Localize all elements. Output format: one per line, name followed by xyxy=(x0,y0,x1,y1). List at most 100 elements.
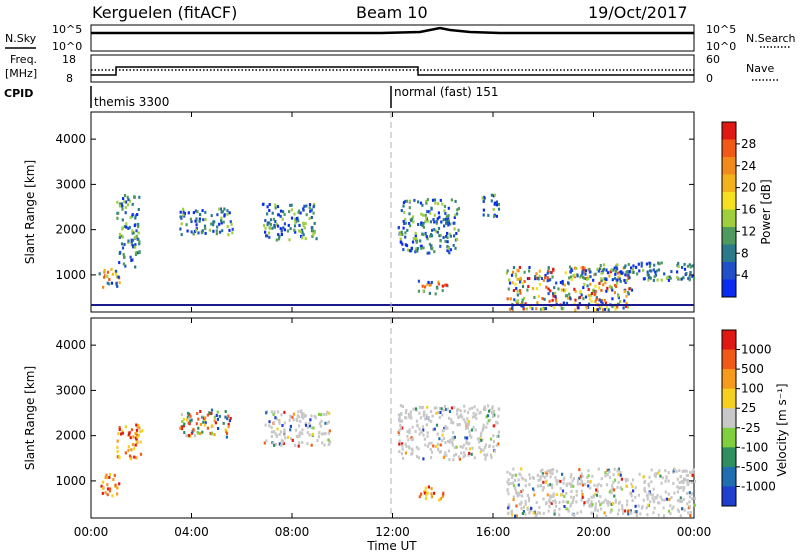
power-echo-cell xyxy=(212,220,215,224)
power-echo-cell xyxy=(309,209,312,213)
velocity-echo-cell xyxy=(515,491,518,495)
power-echo-cell xyxy=(417,289,420,293)
power-echo-cell xyxy=(497,207,501,211)
velocity-echo-cell xyxy=(277,410,280,414)
power-echo-cell xyxy=(276,205,280,209)
velocity-echo-cell xyxy=(514,473,518,477)
power-echo-cell xyxy=(438,215,441,219)
power-echo-cell xyxy=(440,220,443,224)
power-echo-cell xyxy=(574,289,577,293)
velocity-echo-cell xyxy=(283,428,286,432)
velocity-echo-cell xyxy=(214,421,217,425)
power-echo-cell xyxy=(594,272,597,276)
power-echo-cell xyxy=(590,292,593,295)
velocity-echo-cell xyxy=(447,416,451,420)
power-echo-cell xyxy=(455,237,459,241)
power-echo-cell xyxy=(600,278,603,282)
power-echo-cell xyxy=(516,289,519,293)
power-echo-cell xyxy=(130,238,133,242)
velocity-echo-cell xyxy=(430,456,433,460)
power-echo-cell xyxy=(286,229,289,233)
velocity-echo-cell xyxy=(418,432,421,436)
power-echo-cell xyxy=(445,235,448,238)
power-colorbar-segment xyxy=(722,244,736,263)
power-echo-cell xyxy=(527,285,530,288)
velocity-echo-cell xyxy=(452,458,455,462)
power-echo-cell xyxy=(308,206,311,210)
velocity-echo-cell xyxy=(228,419,231,423)
power-echo-cell xyxy=(588,270,591,274)
velocity-echo-cell xyxy=(589,486,592,490)
power-echo-cell xyxy=(226,212,229,216)
power-colorbar-label: Power [dB] xyxy=(759,179,773,244)
power-echo-cell xyxy=(116,275,119,279)
power-echo-cell xyxy=(221,209,224,213)
power-echo-cell xyxy=(677,265,680,268)
velocity-echo-cell xyxy=(551,468,555,472)
velocity-echo-cell xyxy=(114,483,117,487)
power-echo-cell xyxy=(660,278,663,282)
power-echo-cell xyxy=(536,301,539,305)
power-echo-cell xyxy=(183,212,186,215)
velocity-echo-cell xyxy=(660,498,664,502)
velocity-echo-cell xyxy=(521,494,524,498)
velocity-echo-cell xyxy=(135,430,139,434)
velocity-echo-cell xyxy=(409,410,412,414)
velocity-echo-cell xyxy=(322,412,325,416)
velocity-echo-cell xyxy=(273,420,276,424)
power-echo-cell xyxy=(137,238,140,241)
velocity-echo-cell xyxy=(194,434,197,438)
velocity-echo-cell xyxy=(411,438,414,442)
velocity-echo-cell xyxy=(473,414,476,418)
velocity-echo-cell xyxy=(634,504,637,508)
power-echo-cell xyxy=(652,278,655,282)
velocity-echo-cell xyxy=(685,469,688,473)
velocity-echo-cell xyxy=(424,486,427,490)
velocity-echo-cell xyxy=(297,444,300,448)
velocity-echo-cell xyxy=(631,499,634,502)
cpid-label: CPID xyxy=(4,87,33,100)
velocity-echo-cell xyxy=(671,507,674,511)
power-echo-cell xyxy=(103,275,106,279)
power-colorbar-segment xyxy=(722,139,736,158)
power-echo-cell xyxy=(638,269,641,273)
velocity-echo-cell xyxy=(202,416,206,420)
velocity-echo-cell xyxy=(473,456,476,460)
velocity-echo-cell xyxy=(397,430,400,434)
velocity-echo-cell xyxy=(292,412,296,416)
velocity-echo-cell xyxy=(654,496,657,500)
power-echo-cell xyxy=(436,230,439,234)
velocity-echo-cell xyxy=(690,471,694,475)
velocity-echo-cell xyxy=(278,433,281,437)
velocity-echo-cell xyxy=(422,433,425,437)
velocity-echo-cell xyxy=(492,434,495,438)
power-echo-cell xyxy=(200,231,204,235)
power-echo-cell xyxy=(430,206,433,210)
velocity-echo-cell xyxy=(104,491,107,495)
power-echo-cell xyxy=(425,216,428,220)
power-echo-cell xyxy=(138,242,141,246)
velocity-echo-cell xyxy=(483,453,486,457)
power-echo-cell xyxy=(401,242,404,246)
x-axis-label: Time UT xyxy=(366,539,417,553)
power-colorbar-tick-label: 24 xyxy=(741,159,756,173)
velocity-echo-cell xyxy=(558,500,561,504)
velocity-echo-cell xyxy=(686,483,689,487)
velocity-echo-cell xyxy=(558,513,561,517)
velocity-echo-cell xyxy=(580,489,583,493)
velocity-echo-cell xyxy=(216,417,219,421)
velocity-echo-cell xyxy=(398,428,401,432)
velocity-echo-cell xyxy=(138,426,141,430)
velocity-echo-cell xyxy=(633,510,636,514)
velocity-echo-cell xyxy=(537,478,540,482)
velocity-echo-cell xyxy=(399,404,402,408)
power-echo-cell xyxy=(136,251,139,255)
station-title: Kerguelen (fitACF) xyxy=(92,3,237,22)
power-echo-cell xyxy=(519,291,522,295)
velocity-echo-cell xyxy=(415,445,418,449)
power-echo-cell xyxy=(567,281,570,285)
power-echo-cell xyxy=(454,246,457,250)
velocity-echo-cell xyxy=(426,434,429,438)
velocity-echo-cell xyxy=(454,452,458,456)
velocity-echo-cell xyxy=(678,469,681,473)
